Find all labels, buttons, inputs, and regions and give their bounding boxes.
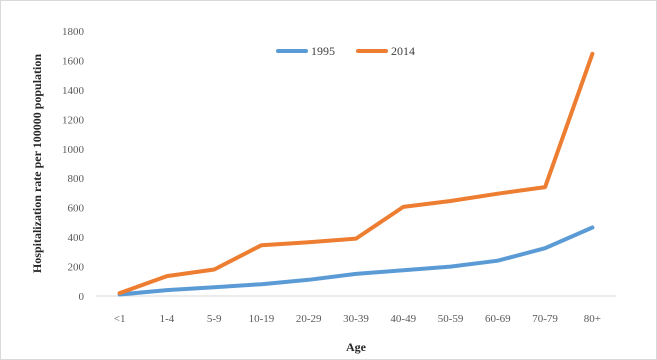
x-tick-label: 1-4: [160, 313, 175, 325]
x-tick-label: 80+: [584, 313, 601, 325]
series-line-2014: [117, 51, 595, 296]
y-axis-ticks: 0 200 400 600 800 1000 1200 1400 1600 1800: [62, 26, 85, 303]
legend: 1995 2014: [276, 44, 415, 58]
x-tick-label: 40-49: [390, 313, 416, 325]
x-tick-label: <1: [114, 313, 126, 325]
y-tick-label: 1200: [62, 114, 85, 126]
x-tick-label: 50-59: [438, 313, 464, 325]
y-tick-label: 1000: [62, 144, 85, 156]
y-tick-label: 600: [68, 203, 85, 215]
legend-label-2014: 2014: [391, 44, 415, 58]
y-tick-label: 200: [68, 262, 85, 274]
series-line-1995: [117, 225, 595, 297]
y-axis-title: Hospitalization rate per 100000 populati…: [30, 54, 44, 273]
x-tick-label: 70-79: [532, 313, 558, 325]
x-tick-label: 30-39: [343, 313, 369, 325]
x-tick-label: 10-19: [249, 313, 275, 325]
x-tick-label: 60-69: [485, 313, 511, 325]
x-axis-ticks: <1 1-4 5-9 10-19 20-29 30-39 40-49 50-59 60-69 70…: [114, 313, 601, 325]
y-tick-label: 1400: [62, 85, 85, 97]
series-layer: [117, 51, 595, 297]
x-axis-title: Age: [346, 340, 367, 354]
y-tick-label: 1600: [62, 55, 85, 67]
x-tick-label: 5-9: [207, 313, 222, 325]
y-tick-label: 1800: [62, 26, 85, 38]
y-tick-label: 400: [68, 232, 85, 244]
y-tick-label: 800: [68, 173, 85, 185]
legend-label-1995: 1995: [311, 44, 335, 58]
x-tick-label: 20-29: [296, 313, 322, 325]
y-tick-label: 0: [79, 291, 85, 303]
